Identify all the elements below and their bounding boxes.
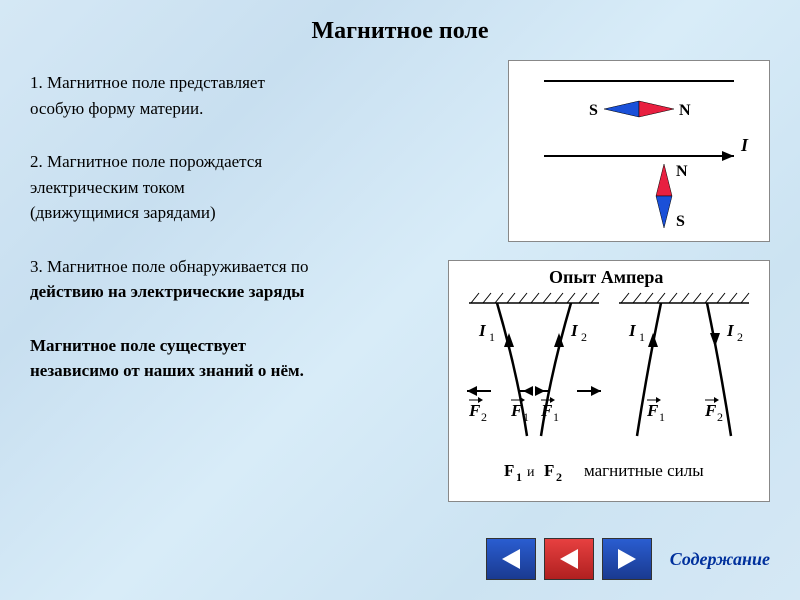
contents-link[interactable]: Содержание <box>670 549 770 570</box>
label-S: S <box>589 102 598 119</box>
svg-text:F: F <box>646 401 659 420</box>
svg-text:2: 2 <box>481 410 487 424</box>
svg-text:F: F <box>504 461 514 480</box>
svg-text:2: 2 <box>556 470 562 484</box>
label-I: I <box>740 135 749 155</box>
nav-prev-button[interactable] <box>486 538 536 580</box>
p1-line1: 1. Магнитное поле представляет <box>30 73 265 92</box>
svg-text:1: 1 <box>639 330 645 344</box>
svg-text:F: F <box>540 401 553 420</box>
text-content: 1. Магнитное поле представляет особую фо… <box>30 70 430 412</box>
svg-text:1: 1 <box>489 330 495 344</box>
svg-text:1: 1 <box>659 410 665 424</box>
svg-text:1: 1 <box>553 410 559 424</box>
svg-text:I: I <box>478 321 487 340</box>
svg-text:2: 2 <box>581 330 587 344</box>
label-N2: N <box>676 163 688 180</box>
p2-line3: (движущимися зарядами) <box>30 203 216 222</box>
page-title: Магнитное поле <box>0 0 800 45</box>
label-N: N <box>679 102 691 119</box>
p4-line1: Магнитное поле существует <box>30 336 246 355</box>
figure-ampere: Опыт Ампера I1 I2 F2 F1 F1 <box>448 260 770 502</box>
p3-line2: действию на электрические заряды <box>30 282 304 301</box>
p2-line2: электрическим током <box>30 178 185 197</box>
svg-text:I: I <box>570 321 579 340</box>
svg-text:и: и <box>527 465 535 480</box>
svg-text:I: I <box>628 321 637 340</box>
svg-text:F: F <box>510 401 523 420</box>
caption-forces: магнитные силы <box>584 461 704 480</box>
svg-text:2: 2 <box>717 410 723 424</box>
label-S2: S <box>676 213 685 230</box>
nav-bar: Содержание <box>486 538 770 580</box>
svg-text:F: F <box>704 401 717 420</box>
svg-text:2: 2 <box>737 330 743 344</box>
svg-text:F: F <box>468 401 481 420</box>
p3-line1: 3. Магнитное поле обнаруживается по <box>30 257 308 276</box>
p2-line1: 2. Магнитное поле порождается <box>30 152 262 171</box>
p1-line2: особую форму материи. <box>30 99 203 118</box>
p4-line2: независимо от наших знаний о нём. <box>30 361 304 380</box>
nav-next-button[interactable] <box>602 538 652 580</box>
ampere-title: Опыт Ампера <box>549 267 663 287</box>
svg-text:F: F <box>544 461 554 480</box>
svg-text:1: 1 <box>516 470 522 484</box>
figure-compass: S N I N S <box>508 60 770 242</box>
nav-home-button[interactable] <box>544 538 594 580</box>
svg-text:I: I <box>726 321 735 340</box>
svg-text:1: 1 <box>523 410 529 424</box>
